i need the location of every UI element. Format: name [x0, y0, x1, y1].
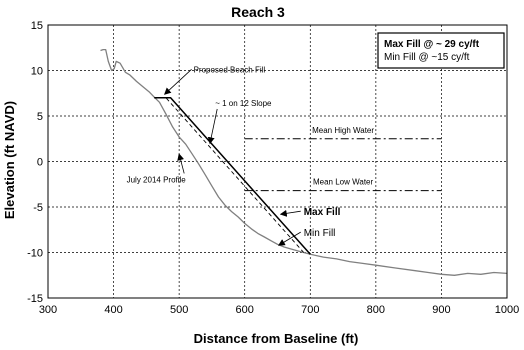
plot-frame — [47, 24, 508, 299]
legend-box: Max Fill @ ~ 29 cy/ft Min Fill @ ~15 cy/… — [377, 32, 505, 69]
annotation-arrow — [279, 209, 301, 217]
x-tick-label: 900 — [432, 304, 450, 316]
legend-min-fill: Min Fill @ ~15 cy/ft — [384, 52, 470, 63]
x-tick-label: 600 — [236, 304, 254, 316]
y-tick-label: -10 — [27, 248, 43, 260]
annotation-proposed-beach-fill: Proposed Beach Fill — [194, 65, 266, 74]
tick-labels: 300 400 500 600 700 800 900 1000 -15 -10 -5 0 5 10 15 — [27, 20, 519, 316]
x-tick-label: 500 — [170, 304, 188, 316]
annotation-arrow — [177, 153, 185, 174]
y-tick-label: 5 — [37, 111, 43, 123]
annotations: Proposed Beach Fill ~ 1 on 12 Slope July 2… — [127, 65, 341, 246]
y-tick-label: 0 — [37, 157, 43, 169]
reference-lines: Mean High Water Mean Low Water — [244, 126, 442, 192]
y-tick-label: 10 — [31, 66, 43, 78]
x-tick-label: 700 — [301, 304, 319, 316]
x-tick-label: 400 — [104, 304, 122, 316]
y-tick-label: -5 — [33, 202, 43, 214]
series — [100, 48, 508, 276]
y-axis-title: Elevation (ft NAVD) — [2, 101, 17, 219]
annotation-1-on-12-slope: ~ 1 on 12 Slope — [215, 99, 272, 108]
x-tick-label: 300 — [39, 304, 57, 316]
july-2014-profile-line — [100, 48, 508, 276]
x-tick-label: 800 — [367, 304, 385, 316]
y-tick-label: -15 — [27, 293, 43, 305]
mean-low-water-label: Mean Low Water — [313, 178, 374, 187]
grid — [48, 25, 507, 298]
x-axis-title: Distance from Baseline (ft) — [194, 331, 359, 346]
legend-frame — [377, 32, 505, 69]
annotation-arrow — [207, 108, 218, 145]
annotation-arrow — [277, 231, 301, 246]
mean-high-water-label: Mean High Water — [312, 126, 374, 135]
annotation-july-2014-profile: July 2014 Profile — [127, 175, 187, 184]
legend-max-fill: Max Fill @ ~ 29 cy/ft — [384, 39, 480, 50]
annotation-max-fill: Max Fill — [304, 207, 341, 218]
annotation-arrow — [163, 69, 192, 95]
min-fill-line — [159, 97, 305, 253]
chart-title: Reach 3 — [231, 4, 285, 20]
x-tick-label: 1000 — [495, 304, 519, 316]
y-tick-label: 15 — [31, 20, 43, 32]
annotation-min-fill: Min Fill — [304, 228, 336, 239]
